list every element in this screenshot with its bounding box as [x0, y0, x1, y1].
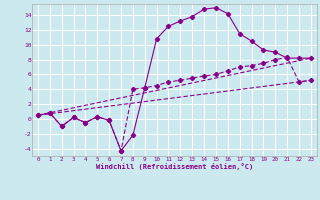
X-axis label: Windchill (Refroidissement éolien,°C): Windchill (Refroidissement éolien,°C)	[96, 163, 253, 170]
